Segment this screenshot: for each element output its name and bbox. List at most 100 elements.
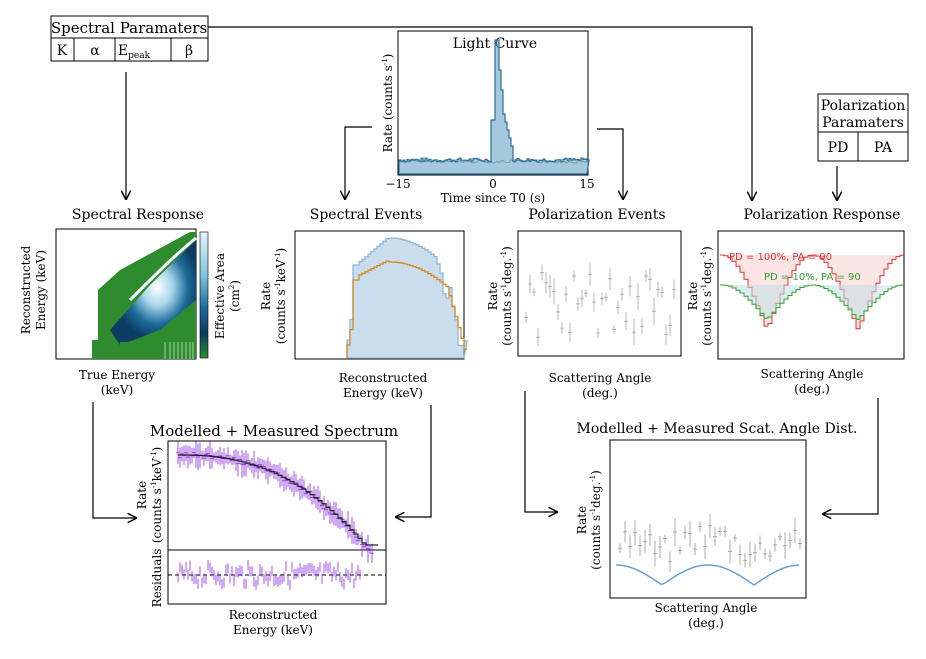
polarization-events-ylabel-2-end: ) [500, 246, 514, 251]
light-curve-ylabel-sup: -1 [381, 58, 389, 65]
modelled-scat-ylabel-2-end: ) [589, 470, 603, 475]
modelled-spectrum-ylabel-2-end: ) [150, 447, 164, 452]
light-curve-tick-left: −15 [385, 177, 410, 191]
light-curve-ylabel-main: Rate (counts s [381, 65, 395, 152]
polarization-events-xlabel-1: Scattering Angle [549, 371, 652, 385]
param-beta: β [185, 43, 193, 59]
light-curve-ylabel-end: ) [381, 54, 395, 59]
polarization-response-title: Polarization Response [744, 207, 901, 223]
colorbar [199, 231, 209, 359]
response-matrix-stripes [164, 342, 194, 359]
light-curve-frame [397, 30, 589, 176]
spectral-response-xlabel-2: (keV) [101, 383, 133, 397]
light-curve-line [398, 39, 590, 175]
colorbar-label-2-sup: 2 [228, 285, 236, 289]
spectral-response-ylabel-2: Energy (keV) [34, 250, 48, 330]
polarization-events-ylabel-2-sup: -1 [500, 284, 508, 291]
modelled-scat-ylabel-2: (counts s-1deg.-1) [589, 470, 603, 570]
spectral-events-xlabel-2: Energy (keV) [343, 386, 423, 400]
arrow-params-to-polresponse [208, 26, 752, 200]
polarization-events-xlabel-2: (deg.) [582, 386, 618, 400]
arrow-response-to-spectrum [92, 402, 136, 518]
polarization-events-ylabel-2-sup2: -1 [500, 251, 508, 258]
polarization-parameters-title-2: Paramaters [822, 115, 904, 131]
polarization-events-ylabel-2: (counts s-1deg.-1) [500, 246, 514, 346]
response-matrix-diag [110, 240, 196, 345]
spectral-events-ylabel-2: (counts s-1keV-1) [274, 248, 288, 344]
polarization-events-ylabel-2-a: (counts s [500, 291, 514, 346]
arrow-events-to-spectrum [396, 405, 432, 517]
polarization-response-xlabel-1: Scattering Angle [761, 367, 864, 381]
polarization-events-panel: Polarization Events Rate (counts s-1deg.… [486, 207, 682, 400]
modelled-spectrum-ylabel-1: Rate [135, 481, 149, 509]
polarization-response-ylabel-2-sup2: -1 [700, 251, 708, 258]
response-matrix-ridge [128, 236, 197, 302]
polarization-response-panel: Polarization Response PD = 100%, PA = 90… [686, 207, 905, 396]
spectral-response-ylabel-1: Reconstructed [19, 245, 33, 334]
modelled-spectrum-ylabel-2-sup2: -1 [150, 451, 158, 458]
modelled-scat-ylabel-1: Rate [575, 506, 589, 534]
param-pa: PA [874, 140, 893, 156]
spectral-events-panel: Spectral Events Rate (counts s-1keV-1) R… [259, 207, 468, 400]
modelled-spectrum-ylabel-2-sup: -1 [150, 481, 158, 488]
flow-arrows [92, 26, 879, 518]
modelled-scat-panel: Modelled + Measured Scat. Angle Dist. Ra… [575, 421, 857, 630]
polarization-events-title: Polarization Events [528, 207, 665, 223]
modelled-scat-xlabel-2: (deg.) [688, 616, 724, 630]
spectral-events-ylabel-2-sup: -1 [274, 282, 282, 289]
light-curve-xlabel: Time since T0 (s) [441, 191, 545, 205]
residuals-label: Residuals [150, 549, 164, 608]
polarization-response-ylabel-1: Rate [686, 282, 700, 310]
colorbar-label-1: Effective Area [213, 253, 227, 339]
modelled-scat-points [618, 513, 802, 573]
param-epeak-base: E [118, 43, 128, 59]
spectral-events-xlabel-1: Reconstructed [339, 371, 428, 385]
light-curve-tick-right: 15 [579, 177, 594, 191]
modelled-scat-ylabel-2-sup: -1 [589, 508, 597, 515]
spectral-parameters-table: Spectral Paramaters K α Epeak β [50, 15, 209, 62]
modelled-scat-title: Modelled + Measured Scat. Angle Dist. [577, 421, 858, 437]
spectral-events-title: Spectral Events [310, 207, 423, 223]
arrow-lc-to-pol-events [597, 128, 623, 199]
polarization-response-xlabel-2: (deg.) [794, 382, 830, 396]
param-pd: PD [828, 140, 849, 156]
modelled-spectrum-ylabel-2-b: keV [150, 458, 164, 481]
param-epeak-sub: peak [128, 51, 150, 61]
modelled-scat-ylabel-2-a: (counts s [589, 515, 603, 570]
arrow-polresponse-to-scat [823, 398, 879, 514]
polarization-parameters-table: Polarization Paramaters PD PA [817, 93, 909, 162]
param-alpha: α [90, 43, 100, 59]
polarization-events-ylabel-1: Rate [486, 282, 500, 310]
colorbar-label-2: (cm2) [228, 280, 242, 312]
spectral-events-orange [346, 260, 467, 358]
modelled-spectrum-panel: Modelled + Measured Spectrum Rate (count… [135, 422, 398, 637]
light-curve-ylabel: Rate (counts s-1) [381, 54, 395, 153]
polarization-parameters-title-1: Polarization [821, 98, 906, 114]
modelled-spectrum-ylabel-2: (counts s-1keV-1) [150, 447, 164, 543]
polarization-response-ylabel-2-end: ) [700, 246, 714, 251]
spectral-events-ylabel-2-b: keV [274, 259, 288, 282]
modelled-scat-ylabel-2-b: deg. [589, 482, 603, 508]
arrow-lc-to-spectral-events [345, 126, 372, 199]
light-curve-panel: Light Curve −15 0 15 Time since T0 (s) R… [381, 30, 595, 205]
modelled-scat-xlabel-1: Scattering Angle [655, 601, 758, 615]
colorbar-label-2-end: ) [228, 280, 242, 285]
spectral-events-ylabel-2-a: (counts s [274, 289, 288, 344]
polarization-response-ylabel-2: (counts s-1deg.-1) [700, 246, 714, 346]
arrow-polevents-to-scat [524, 391, 557, 512]
legend-pd100: PD = 100%, PA = 90 [729, 252, 832, 263]
polarization-response-ylabel-2-a: (counts s [700, 291, 714, 346]
modelled-scat-ylabel-2-sup2: -1 [589, 475, 597, 482]
legend-pd10: PD = 10%, PA = 90 [764, 272, 861, 283]
modelled-scat-model [615, 564, 800, 586]
modelled-spectrum-ylabel-2-a: (counts s [150, 488, 164, 543]
param-k: K [57, 43, 68, 59]
spectral-response-panel: Spectral Response Effective Area (cm2) R… [19, 207, 242, 397]
polarization-response-ylabel-2-sup: -1 [700, 284, 708, 291]
polarization-events-points [524, 262, 676, 347]
modelled-spectrum-residuals [177, 560, 361, 590]
spectral-response-xlabel-1: True Energy [79, 368, 155, 382]
light-curve-tick-mid: 0 [489, 177, 497, 191]
colorbar-label-2-main: (cm [228, 289, 242, 312]
polarization-response-green [720, 284, 904, 320]
